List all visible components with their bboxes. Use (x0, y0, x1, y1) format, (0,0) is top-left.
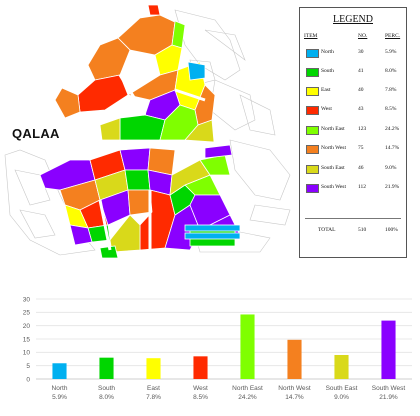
legend-swatch (306, 126, 319, 135)
bar (287, 339, 302, 379)
legend-header-count: NO. (358, 33, 368, 39)
x-category-percent: 21.9% (379, 394, 398, 401)
legend-item-name: South (321, 68, 334, 74)
legend-total-label: TOTAL (318, 227, 336, 233)
x-category-percent: 8.5% (193, 394, 208, 401)
legend-item-count: 123 (358, 126, 367, 132)
chart-bars (52, 314, 396, 379)
x-category-label: North East (232, 385, 263, 392)
x-category-label: East (147, 385, 160, 392)
legend-item-name: East (321, 87, 331, 93)
legend-item-percent: 7.8% (385, 87, 397, 93)
legend-swatch (306, 184, 319, 193)
legend-row: North West 75 14.7% (300, 144, 406, 164)
legend-row: North East 123 24.2% (300, 125, 406, 145)
bar (99, 357, 114, 379)
legend-item-percent: 21.9% (385, 184, 400, 190)
urban-map: QALAA (0, 0, 300, 268)
surrounding-plots (4, 9, 291, 256)
legend-swatch (306, 165, 319, 174)
bar (381, 320, 396, 379)
legend-total-row: TOTAL 510 100% (300, 226, 406, 240)
chart-gridlines (36, 298, 412, 380)
legend-swatch (306, 87, 319, 96)
legend-row: South West 112 21.9% (300, 183, 406, 203)
x-category-percent: 24.2% (238, 394, 257, 401)
y-tick-label: 25 (23, 310, 31, 317)
legend-item-name: North (321, 49, 334, 55)
x-category-label: South (98, 385, 115, 392)
legend-row: South East 46 9.0% (300, 164, 406, 184)
x-category-label: North West (278, 385, 311, 392)
legend-header-item: ITEM (304, 33, 318, 39)
legend-swatch (306, 106, 319, 115)
legend-swatch (306, 145, 319, 154)
bar (334, 355, 349, 379)
y-tick-label: 0 (26, 376, 30, 383)
legend-item-count: 41 (358, 68, 364, 74)
legend-item-name: South East (321, 165, 345, 171)
bar (52, 363, 67, 379)
bar (240, 314, 255, 379)
district-label: QALAA (12, 126, 60, 141)
legend-item-percent: 8.0% (385, 68, 397, 74)
legend-item-percent: 8.5% (385, 106, 397, 112)
x-category-label: West (193, 385, 208, 392)
legend-swatch (306, 49, 319, 58)
legend-item-count: 30 (358, 49, 364, 55)
legend-item-count: 43 (358, 106, 364, 112)
bar-chart: 0 5 10 15 20 25 30 North 5.9% South 8.0% East 7.8% W… (23, 296, 412, 401)
legend-total-count: 510 (358, 227, 367, 233)
y-tick-label: 20 (23, 323, 31, 330)
roads (59, 74, 216, 255)
legend-item-count: 75 (358, 145, 364, 151)
legend-table: LEGEND ITEM NO. PERC. North 30 5.9% Sout… (299, 7, 407, 258)
y-tick-label: 5 (26, 363, 30, 370)
chart-y-axis: 0 5 10 15 20 25 30 (23, 296, 31, 383)
legend-item-count: 46 (358, 165, 364, 171)
y-tick-label: 10 (23, 350, 31, 357)
legend-row: North 30 5.9% (300, 48, 406, 68)
legend-item-name: North East (321, 126, 345, 132)
legend-item-count: 112 (358, 184, 367, 190)
bar (193, 356, 208, 379)
legend-item-name: West (321, 106, 332, 112)
x-category-percent: 9.0% (334, 394, 349, 401)
x-category-label: North (52, 385, 68, 392)
legend-header-percent: PERC. (385, 33, 401, 39)
legend-row: South 41 8.0% (300, 67, 406, 87)
legend-row: East 40 7.8% (300, 86, 406, 106)
x-category-percent: 8.0% (99, 394, 114, 401)
legend-item-percent: 9.0% (385, 165, 397, 171)
legend-divider (305, 218, 401, 219)
legend-item-name: North West (321, 145, 346, 151)
legend-item-percent: 5.9% (385, 49, 397, 55)
y-tick-label: 15 (23, 336, 31, 343)
bar (146, 358, 161, 379)
legend-title: LEGEND (333, 14, 373, 25)
y-tick-label: 30 (23, 296, 31, 303)
legend-item-percent: 14.7% (385, 145, 400, 151)
x-category-percent: 14.7% (285, 394, 304, 401)
legend-row: West 43 8.5% (300, 105, 406, 125)
x-category-label: South West (372, 385, 406, 392)
legend-swatch (306, 68, 319, 77)
urban-map-drawing (4, 4, 291, 259)
chart-x-axis: North 5.9% South 8.0% East 7.8% West 8.5% North … (52, 385, 406, 401)
x-category-label: South East (326, 385, 358, 392)
legend-item-percent: 24.2% (385, 126, 400, 132)
district-parcels (39, 4, 241, 259)
legend-total-percent: 100% (385, 227, 398, 233)
legend-item-count: 40 (358, 87, 364, 93)
x-category-percent: 7.8% (146, 394, 161, 401)
x-category-percent: 5.9% (52, 394, 67, 401)
legend-item-name: South West (321, 184, 346, 190)
